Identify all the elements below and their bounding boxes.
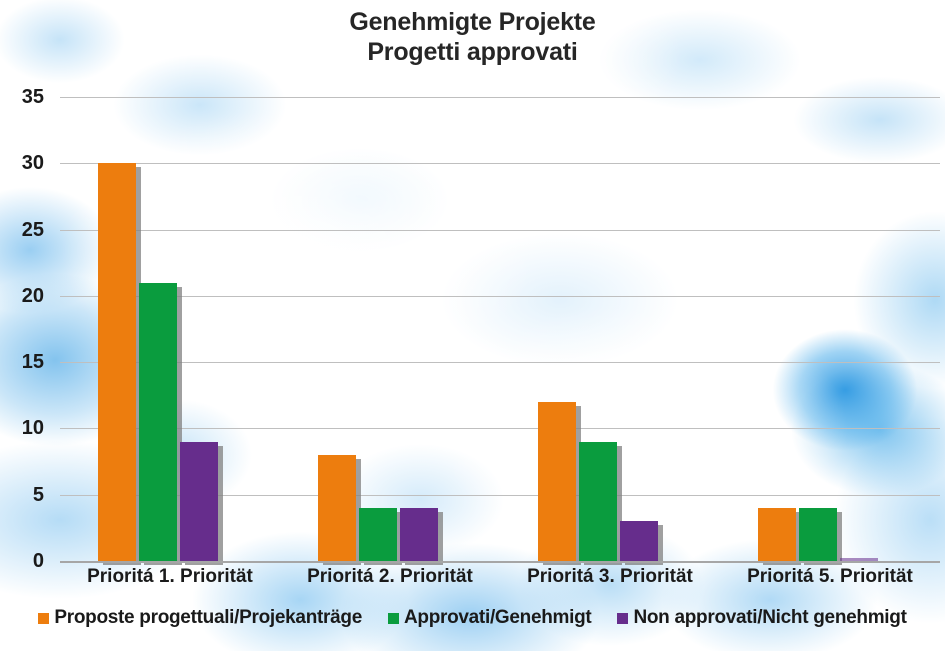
bar[interactable]: [98, 163, 141, 565]
x-axis-tick-label: Prioritá 3. Priorität: [527, 566, 693, 587]
bar-fill: [579, 441, 617, 561]
chart-title-line-2: Progetti approvati: [367, 37, 578, 66]
bar-fill: [400, 507, 438, 561]
bar[interactable]: [538, 401, 581, 565]
bar-group: [60, 97, 280, 565]
legend-swatch-icon: [617, 612, 629, 624]
bar-fill: [620, 521, 658, 561]
chart-legend: Proposte progettuali/Projekanträge Approv…: [0, 607, 945, 629]
bar-group: [500, 97, 720, 565]
legend-item[interactable]: Non approvati/Nicht genehmigt: [617, 607, 907, 629]
x-axis-tick-label: Prioritá 1. Priorität: [87, 566, 253, 587]
x-axis-line: [60, 561, 940, 563]
y-axis-tick-label: 35: [21, 86, 44, 108]
legend-swatch-icon: [387, 612, 399, 624]
bar[interactable]: [579, 441, 622, 565]
chart-title-line-1: Genehmigte Projekte: [349, 8, 596, 36]
legend-label: Non approvati/Nicht genehmigt: [633, 607, 907, 628]
bar[interactable]: [799, 507, 842, 565]
bar-fill: [98, 163, 136, 561]
legend-swatch-icon: [38, 612, 50, 624]
bar[interactable]: [359, 507, 402, 565]
y-axis-tick-label: 25: [21, 218, 44, 241]
bar-fill: [538, 401, 576, 561]
bar-group: [280, 97, 500, 565]
y-axis-tick-label: 30: [21, 152, 44, 175]
bar-fill: [318, 454, 356, 561]
bar-fill: [758, 507, 796, 561]
bar[interactable]: [180, 441, 223, 565]
y-axis-tick-label: 10: [21, 417, 44, 440]
x-axis-labels: Prioritá 1. Priorität Prioritá 2. Priorit…: [60, 566, 940, 598]
y-axis-labels: 35 30 25 20 15 10 5 0: [0, 87, 52, 571]
bar-fill: [359, 507, 397, 561]
legend-label: Approvati/Genehmigt: [403, 607, 592, 628]
y-axis-tick-label: 15: [21, 351, 44, 374]
plot-area: [60, 97, 940, 565]
y-axis-tick-label: 20: [21, 284, 44, 307]
x-axis-tick-label: Prioritá 2. Priorität: [307, 566, 473, 587]
bar-fill: [180, 441, 218, 561]
legend-label: Proposte progettuali/Projekanträge: [54, 607, 362, 628]
bar[interactable]: [400, 507, 443, 565]
legend-item[interactable]: Proposte progettuali/Projekanträge: [38, 607, 362, 629]
bar[interactable]: [620, 521, 663, 565]
legend-item[interactable]: Approvati/Genehmigt: [387, 607, 592, 629]
chart-title: Genehmigte Projekte Progetti approvati: [0, 8, 945, 67]
bar[interactable]: [139, 282, 182, 565]
bar[interactable]: [318, 454, 361, 565]
bar-fill: [799, 507, 837, 561]
bar-fill: [139, 282, 177, 561]
y-axis-tick-label: 0: [32, 550, 44, 572]
bar-group: [720, 97, 940, 565]
bar[interactable]: [758, 507, 801, 565]
y-axis-tick-label: 5: [32, 483, 44, 506]
x-axis-tick-label: Prioritá 5. Priorität: [747, 566, 913, 587]
